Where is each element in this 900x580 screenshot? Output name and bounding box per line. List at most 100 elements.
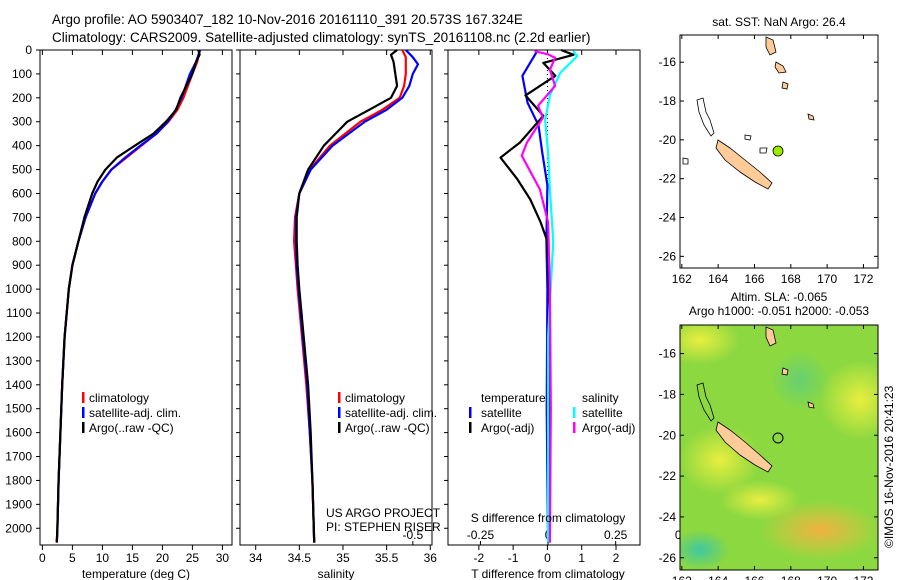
sla-map-frame (679, 324, 879, 571)
legend-label: satellite (481, 406, 522, 420)
lat-tick-label: -24 (659, 510, 677, 524)
sla-map-axes: 162 164 166 168 170 172 -16 -18 -20 -22 -24 -26 (659, 325, 878, 580)
s-difference-x-label: S difference from climatology (471, 511, 626, 525)
reef-outline (696, 382, 715, 422)
legend-swatch-climatology (82, 392, 85, 403)
argo-float-marker (772, 145, 784, 157)
legend-swatch-climatology (338, 392, 341, 403)
legend-swatch-argo (82, 422, 85, 433)
vanuatu-island (781, 367, 789, 376)
y-tick-label: 2000 (5, 521, 32, 535)
x-tick-label: -1 (508, 551, 519, 565)
temperature-plot-frame (39, 49, 233, 546)
legend-label: Argo(-adj) (582, 421, 635, 435)
legend-swatch-s-argo (573, 422, 576, 433)
new-caledonia-island (715, 421, 773, 473)
x-tick-label: 2 (613, 551, 620, 565)
legend-label: climatology (345, 391, 405, 405)
y-tick-label: 1700 (5, 450, 32, 464)
legend-label: Argo(..raw -QC) (89, 421, 174, 435)
t-difference-x-label: T difference from climatology (471, 567, 625, 580)
lat-tick-label: -16 (659, 55, 677, 69)
y-tick-label: 100 (12, 67, 32, 81)
title-line-1: Argo profile: AO 5903407_182 10-Nov-2016… (52, 12, 523, 27)
x-tick-label: -2 (474, 551, 485, 565)
lat-tick-label: -20 (659, 428, 677, 442)
y-tick-label: 1800 (5, 473, 32, 487)
legend-group-title: salinity (582, 391, 619, 405)
lat-tick-label: -18 (659, 387, 677, 401)
temperature-legend: climatology satellite-adj. clim. Argo(..… (82, 391, 181, 435)
y-tick-label: 1100 (6, 306, 32, 320)
s-tick-label: -0.25 (467, 528, 495, 542)
loyalty-island (807, 401, 815, 409)
x-tick-label: 35.5 (375, 551, 399, 565)
vanuatu-island (765, 36, 777, 56)
y-tick-label: 1400 (5, 378, 32, 392)
y-tick-label: 1300 (5, 354, 32, 368)
y-tick-label: 1600 (5, 426, 32, 440)
y-tick-label: 1500 (5, 402, 32, 416)
y-tick-label: 700 (12, 210, 32, 224)
x-tick-label: 36 (424, 551, 438, 565)
salinity-plot-frame (239, 49, 433, 546)
legend-label: satellite-adj. clim. (345, 406, 437, 420)
island-outline (682, 157, 689, 165)
island-outline (744, 134, 752, 141)
sla-heatmap (680, 325, 878, 570)
legend-swatch-argo (338, 422, 341, 433)
x-tick-label: 35 (336, 551, 350, 565)
y-tick-label: 0 (25, 43, 32, 57)
vanuatu-island (781, 81, 789, 90)
series-line-climatology (55, 49, 201, 543)
y-tick-label: 900 (12, 258, 32, 272)
argo-float-marker (772, 432, 784, 444)
lon-tick-label: 168 (781, 272, 801, 286)
island-outline (759, 147, 768, 154)
vanuatu-island (774, 61, 787, 74)
legend-swatch-t-argo (469, 422, 472, 433)
s-tick-label: -0.5 (403, 528, 424, 542)
y-tick-label: 200 (12, 91, 32, 105)
x-tick-label: 1 (578, 551, 585, 565)
vanuatu-island (765, 326, 777, 347)
lat-tick-label: -18 (659, 94, 677, 108)
legend-label: Argo(-adj) (481, 421, 534, 435)
legend-label: satellite (582, 406, 623, 420)
new-caledonia-island (715, 139, 773, 190)
lon-tick-label: 170 (817, 272, 837, 286)
sst-map-axes: 162 164 166 168 170 172 -16 -18 -20 -22 -24 -26 (659, 35, 878, 286)
y-tick-label: 600 (12, 186, 32, 200)
legend-group-title: temperature (481, 391, 546, 405)
series-line-satellite-adj-clim- (55, 49, 202, 543)
sst-map-land (682, 36, 815, 190)
title-line-2: Climatology: CARS2009. Satellite-adjuste… (52, 30, 591, 45)
sla-argo-heights: Argo h1000: -0.051 h2000: -0.053 (689, 304, 869, 318)
project-label: US ARGO PROJECT (326, 506, 441, 520)
lat-tick-label: -24 (659, 211, 677, 225)
temperature-x-label: temperature (deg C) (82, 567, 190, 580)
x-tick-label: 30 (216, 551, 230, 565)
series-line-argo-raw-qc- (295, 49, 399, 543)
series-line-t-argo-adj- (499, 48, 575, 543)
lat-tick-label: -26 (659, 249, 677, 263)
sla-map-land (696, 326, 815, 473)
y-tick-label: 1000 (5, 282, 32, 296)
series-line-s-argo-adj- (520, 50, 557, 543)
difference-legend: temperature satellite Argo(-adj) salinit… (469, 391, 635, 435)
lon-tick-label: 162 (672, 272, 692, 286)
y-tick-label: 800 (12, 234, 32, 248)
series-line-argo-raw-qc- (55, 49, 201, 543)
legend-swatch-satellite (338, 407, 341, 418)
lon-tick-label: 164 (708, 574, 728, 580)
legend-label: satellite-adj. clim. (89, 406, 181, 420)
y-tick-label: 500 (12, 163, 32, 177)
y-tick-label: 300 (12, 115, 32, 129)
lon-tick-label: 172 (853, 272, 873, 286)
lon-tick-label: 166 (744, 574, 764, 580)
legend-swatch-satellite (82, 407, 85, 418)
loyalty-island (807, 113, 815, 121)
x-tick-label: 34.5 (288, 551, 312, 565)
lon-tick-label: 162 (672, 574, 692, 580)
